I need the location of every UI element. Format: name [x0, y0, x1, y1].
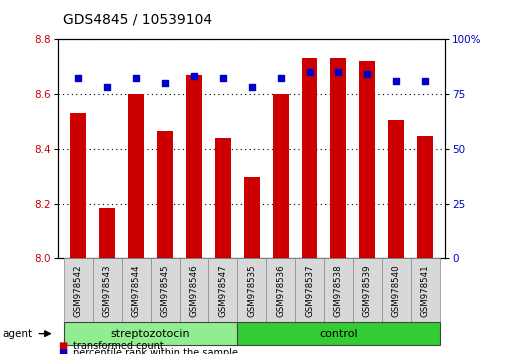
Bar: [237, 258, 266, 322]
Bar: [70, 113, 86, 258]
Bar: [387, 120, 403, 258]
Bar: [381, 258, 410, 322]
Bar: [179, 258, 208, 322]
Text: GSM978542: GSM978542: [74, 264, 83, 316]
Bar: [150, 258, 179, 322]
Text: GSM978537: GSM978537: [305, 264, 314, 316]
Text: ■: ■: [58, 341, 67, 350]
Text: GSM978535: GSM978535: [247, 264, 256, 316]
Bar: [237, 322, 439, 345]
Bar: [93, 258, 122, 322]
Bar: [266, 258, 294, 322]
Text: GSM978546: GSM978546: [189, 264, 198, 316]
Bar: [186, 75, 201, 258]
Text: ■: ■: [58, 348, 67, 354]
Bar: [330, 58, 345, 258]
Bar: [359, 61, 375, 258]
Bar: [122, 258, 150, 322]
Point: [103, 84, 111, 90]
Bar: [416, 136, 432, 258]
Bar: [294, 258, 323, 322]
Bar: [157, 131, 173, 258]
Text: GSM978547: GSM978547: [218, 264, 227, 316]
Point: [74, 76, 82, 81]
Bar: [64, 258, 93, 322]
Point: [276, 76, 284, 81]
Point: [334, 69, 342, 75]
Text: GSM978545: GSM978545: [160, 264, 169, 316]
Point: [161, 80, 169, 86]
Bar: [64, 322, 237, 345]
Bar: [301, 58, 317, 258]
Text: GSM978540: GSM978540: [391, 264, 400, 316]
Text: agent: agent: [3, 329, 33, 339]
Point: [189, 73, 197, 79]
Bar: [352, 258, 381, 322]
Bar: [208, 258, 237, 322]
Text: GDS4845 / 10539104: GDS4845 / 10539104: [63, 12, 212, 27]
Bar: [272, 94, 288, 258]
Point: [247, 84, 256, 90]
Point: [420, 78, 428, 84]
Point: [305, 69, 313, 75]
Text: GSM978539: GSM978539: [362, 264, 371, 316]
Text: GSM978536: GSM978536: [276, 264, 284, 316]
Bar: [215, 138, 230, 258]
Text: streptozotocin: streptozotocin: [111, 329, 190, 339]
Bar: [323, 258, 352, 322]
Point: [218, 76, 226, 81]
Text: GSM978541: GSM978541: [420, 264, 429, 316]
Text: GSM978538: GSM978538: [333, 264, 342, 316]
Bar: [128, 94, 144, 258]
Text: GSM978543: GSM978543: [103, 264, 112, 316]
Point: [391, 78, 399, 84]
Point: [363, 71, 371, 77]
Point: [132, 76, 140, 81]
Bar: [99, 208, 115, 258]
Bar: [410, 258, 439, 322]
Bar: [243, 177, 259, 258]
Text: percentile rank within the sample: percentile rank within the sample: [73, 348, 238, 354]
Text: control: control: [319, 329, 357, 339]
Text: GSM978544: GSM978544: [131, 264, 140, 316]
Text: transformed count: transformed count: [73, 341, 164, 350]
